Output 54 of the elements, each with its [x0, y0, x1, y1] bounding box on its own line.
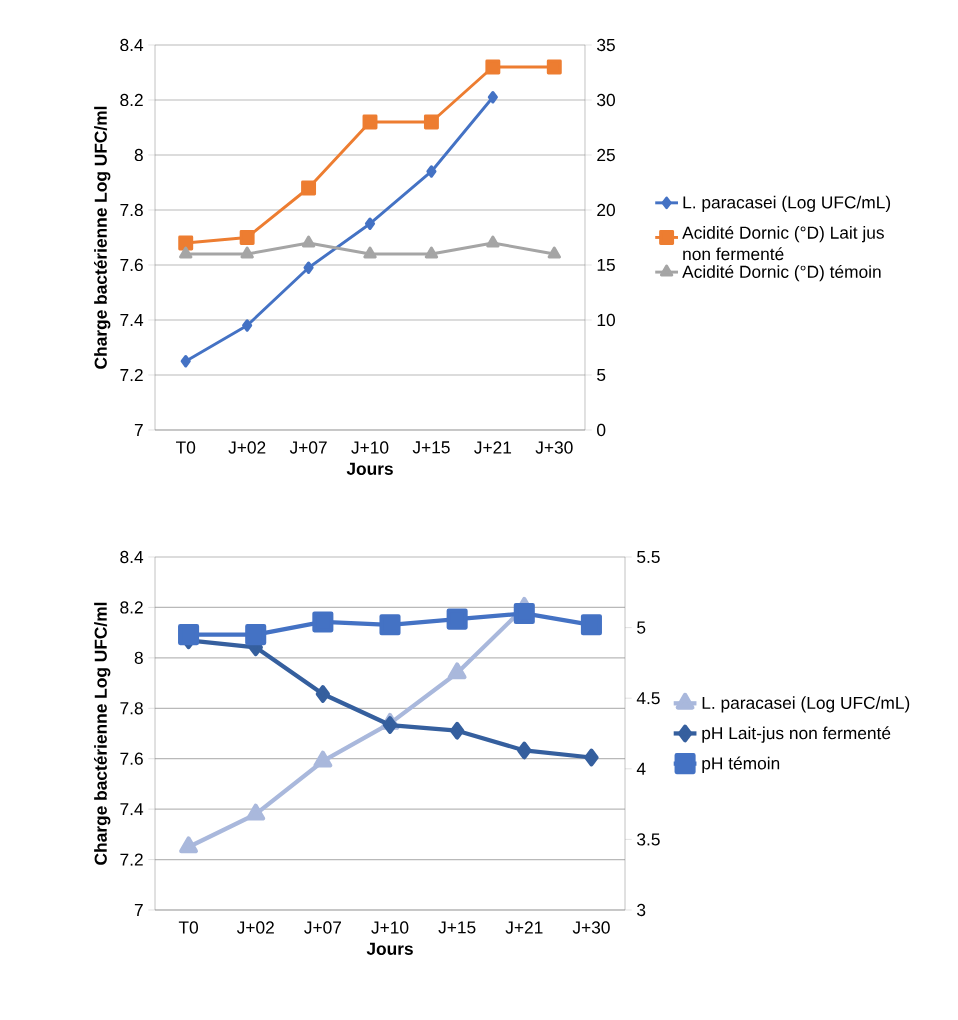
- x-tick-label: J+10: [351, 441, 389, 454]
- legend-label: pH Lait-jus non fermenté: [702, 726, 891, 743]
- y2-tick-label: 25: [597, 148, 615, 162]
- legend-label: Acidité Dornic (°D) témoin: [682, 265, 881, 282]
- x-tick-label: T0: [178, 921, 199, 934]
- y-tick-label: 7.2: [120, 853, 143, 866]
- x-tick-label: J+02: [236, 921, 274, 934]
- legend-label: L. paracasei (Log UFC/mL): [683, 195, 891, 212]
- x-tick-label: T0: [176, 441, 196, 454]
- legend-label: Acidité Dornic (°D) Lait jus non fermenté: [682, 225, 884, 261]
- y2-tick-label: 3.5: [637, 833, 660, 846]
- y-tick-label: 8.2: [120, 601, 143, 614]
- x-tick-label: J+15: [438, 921, 476, 934]
- x-tick-label: J+21: [474, 441, 512, 454]
- legend-label: pH témoin: [702, 756, 780, 773]
- y-tick-label: 7.6: [120, 258, 143, 272]
- y-tick-label: 8.2: [120, 93, 143, 107]
- y2-tick-label: 3: [637, 903, 646, 917]
- y2-tick-label: 15: [597, 258, 615, 272]
- y2-tick-label: 5: [637, 621, 646, 634]
- y-tick-label: 7.2: [120, 368, 143, 382]
- legend-label: L. paracasei (Log UFC/mL): [702, 696, 910, 713]
- x-tick-label: J+07: [289, 441, 327, 454]
- y-tick-label: 8: [134, 148, 143, 162]
- x-tick-label: J+30: [572, 921, 610, 934]
- y2-tick-label: 5: [597, 368, 606, 382]
- y-tick-label: 7.8: [120, 702, 143, 715]
- y2-tick-label: 20: [597, 203, 615, 217]
- y2-tick-label: 0: [597, 423, 606, 437]
- y-tick-label: 8.4: [120, 38, 144, 52]
- y-axis-title: Charge bactérienne Log UFC/ml: [93, 106, 111, 369]
- y-axis-title: Charge bactérienne Log UFC/ml: [93, 602, 111, 865]
- y-tick-label: 8: [134, 651, 143, 664]
- x-tick-label: J+21: [505, 921, 543, 934]
- x-axis-title: Jours: [366, 942, 413, 955]
- y2-tick-label: 5.5: [637, 550, 660, 564]
- y2-tick-label: 10: [597, 313, 615, 327]
- y2-tick-label: 30: [597, 93, 615, 107]
- y-tick-label: 7: [134, 904, 143, 916]
- y-tick-label: 7.4: [120, 314, 144, 326]
- y-tick-label: 7.4: [120, 803, 144, 816]
- x-tick-label: J+15: [412, 441, 450, 454]
- x-tick-label: J+30: [535, 441, 573, 454]
- x-axis-title: Jours: [346, 462, 393, 475]
- y-tick-label: 7.8: [120, 203, 143, 217]
- y-tick-label: 7: [134, 424, 143, 436]
- x-tick-label: J+10: [371, 921, 409, 934]
- y-tick-label: 8.4: [120, 550, 144, 564]
- x-tick-label: J+07: [304, 921, 342, 934]
- y2-tick-label: 4.5: [636, 692, 660, 705]
- x-tick-label: J+02: [228, 441, 266, 454]
- y2-tick-label: 35: [597, 38, 615, 52]
- y-tick-label: 7.6: [120, 752, 143, 765]
- y2-tick-label: 4: [636, 762, 646, 775]
